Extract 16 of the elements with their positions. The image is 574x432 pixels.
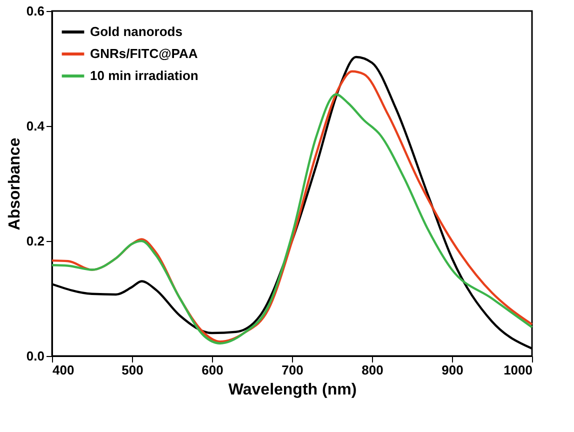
y-tick-label: 0.6: [26, 4, 44, 18]
y-tick-label: 0.4: [26, 118, 46, 134]
x-axis-title: Wavelength (nm): [228, 382, 357, 398]
y-tick-label: 0.2: [26, 234, 44, 248]
legend-label: Gold nanorods: [90, 24, 182, 39]
x-tick-label: 500: [122, 362, 144, 378]
legend-label: 10 min irradiation: [90, 68, 198, 83]
legend-label: GNRs/FITC@PAA: [90, 46, 198, 61]
y-axis-title: Absorbance: [6, 138, 24, 230]
x-tick-label: 600: [202, 362, 224, 378]
x-tick-label: 900: [442, 362, 464, 378]
x-tick-label: 1000: [504, 362, 532, 378]
x-tick-label: 400: [52, 362, 74, 378]
x-tick-label: 700: [282, 362, 304, 378]
y-tick-label: 0.0: [26, 348, 44, 364]
x-tick-label: 800: [362, 362, 384, 378]
